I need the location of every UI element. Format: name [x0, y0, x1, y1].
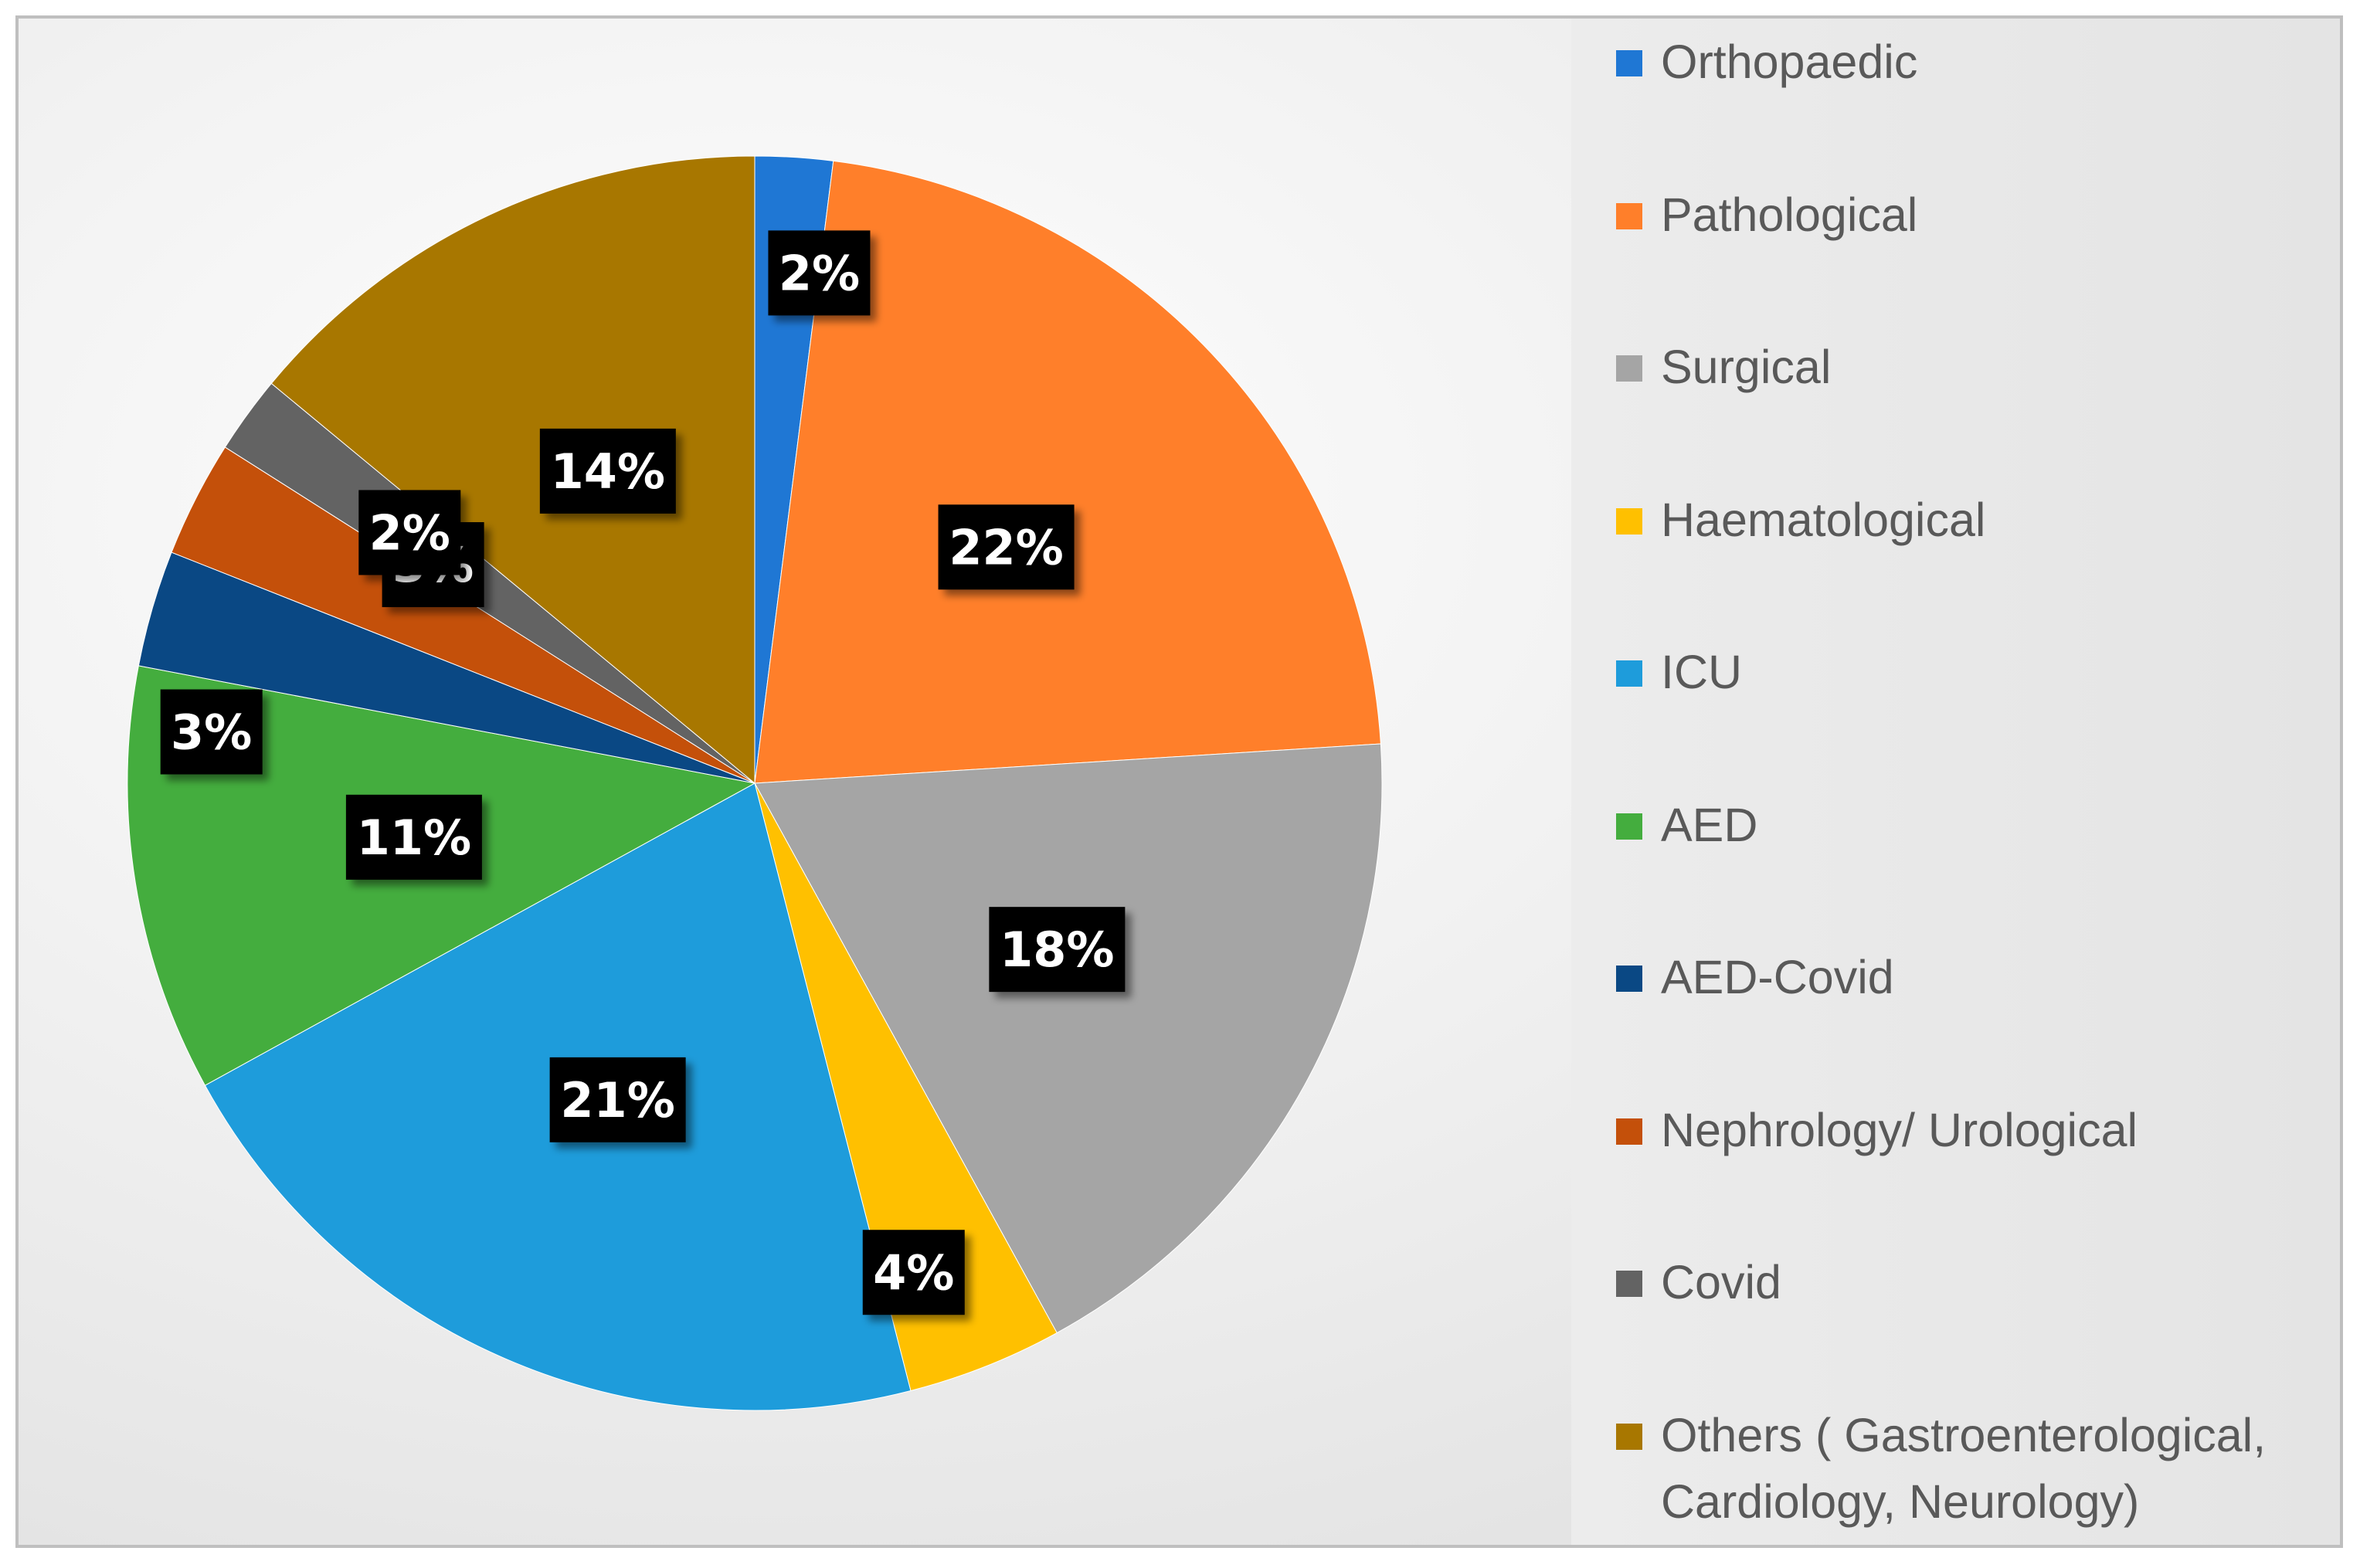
legend-item-pathological: Pathological — [1616, 182, 2356, 248]
svg-text:3%: 3% — [171, 704, 252, 761]
pie-slice-pathological — [754, 160, 1381, 784]
data-label-covid: 2% — [358, 490, 461, 575]
legend-label: Haematological — [1661, 493, 1986, 546]
legend-label: Orthopaedic — [1661, 36, 1918, 88]
data-label-surgical: 18% — [989, 907, 1126, 993]
legend-swatch — [1616, 966, 1642, 992]
data-label-others-gastroenterological-cardiology-neurology: 14% — [539, 428, 676, 514]
data-label-pathological: 22% — [938, 504, 1075, 590]
svg-text:14%: 14% — [551, 443, 665, 500]
data-label-haematological: 4% — [862, 1230, 965, 1315]
svg-text:18%: 18% — [1000, 921, 1114, 978]
legend-panel — [1571, 19, 2340, 1545]
legend-item-others-gastroenterological-cardiology-neurology: Others ( Gastroenterological, Cardiology… — [1616, 1402, 2356, 1535]
legend-label: Pathological — [1661, 188, 1918, 241]
legend-swatch — [1616, 660, 1642, 687]
svg-text:2%: 2% — [779, 245, 860, 301]
svg-text:11%: 11% — [357, 809, 471, 866]
legend-item-aed-covid: AED-Covid — [1616, 944, 2356, 1010]
pie-slice-others-gastroenterological-cardiology-neurology — [270, 155, 756, 785]
legend-item-icu: ICU — [1616, 639, 2356, 705]
legend-swatch — [1616, 1423, 1642, 1450]
legend-item-covid: Covid — [1616, 1249, 2356, 1315]
legend-label: AED-Covid — [1661, 951, 1894, 1003]
legend-label: ICU — [1661, 646, 1743, 698]
pie-slice-surgical — [754, 743, 1383, 1334]
svg-text:4%: 4% — [873, 1244, 954, 1301]
legend-label: AED — [1661, 798, 1758, 851]
legend-swatch — [1616, 1118, 1642, 1145]
legend-swatch — [1616, 1271, 1642, 1297]
svg-text:21%: 21% — [560, 1072, 674, 1128]
legend-label: Surgical — [1661, 341, 1832, 393]
legend-swatch — [1616, 813, 1642, 840]
legend-item-haematological: Haematological — [1616, 487, 2356, 553]
legend-swatch — [1616, 355, 1642, 382]
legend-label: Others ( Gastroenterological, Cardiology… — [1661, 1408, 2267, 1528]
legend-item-aed: AED — [1616, 792, 2356, 858]
data-label-aed: 11% — [345, 794, 482, 880]
data-label-orthopaedic: 2% — [768, 230, 871, 316]
data-label-aed-covid: 3% — [160, 689, 263, 775]
legend-item-nephrology-urological: Nephrology/ Urological — [1616, 1097, 2356, 1163]
legend-item-surgical: Surgical — [1616, 334, 2356, 400]
legend-swatch — [1616, 50, 1642, 76]
legend-swatch — [1616, 202, 1642, 229]
data-label-icu: 21% — [549, 1057, 686, 1142]
legend-label: Nephrology/ Urological — [1661, 1103, 2138, 1156]
legend-label: Covid — [1661, 1256, 1781, 1308]
svg-text:22%: 22% — [949, 519, 1063, 575]
legend-item-orthopaedic: Orthopaedic — [1616, 29, 2356, 95]
svg-text:2%: 2% — [369, 504, 450, 561]
pie-slice-haematological — [754, 782, 1058, 1392]
legend-swatch — [1616, 507, 1642, 535]
